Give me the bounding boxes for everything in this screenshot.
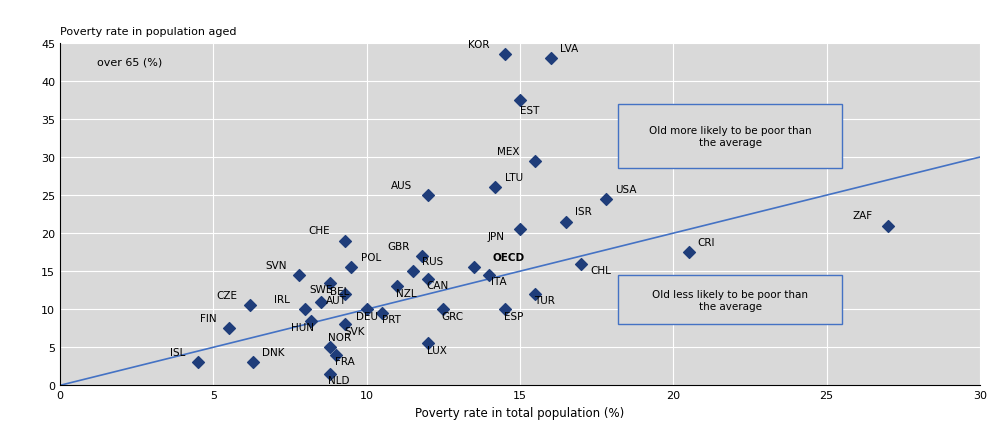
Point bbox=[337, 321, 353, 328]
Text: CHL: CHL bbox=[591, 265, 611, 276]
Point bbox=[420, 276, 436, 283]
Text: AUS: AUS bbox=[391, 180, 413, 191]
Text: Old more likely to be poor than
the average: Old more likely to be poor than the aver… bbox=[649, 126, 811, 148]
Point bbox=[527, 291, 543, 298]
Point bbox=[343, 264, 359, 271]
Text: JPN: JPN bbox=[488, 231, 505, 241]
Point bbox=[527, 158, 543, 165]
Text: over 65 (%): over 65 (%) bbox=[97, 57, 162, 67]
Point bbox=[405, 268, 421, 275]
Text: ISR: ISR bbox=[575, 207, 592, 217]
Point bbox=[389, 283, 405, 290]
Point bbox=[880, 223, 896, 230]
Point bbox=[245, 359, 261, 366]
Text: DNK: DNK bbox=[262, 347, 285, 357]
Point bbox=[359, 306, 375, 313]
Text: AUT: AUT bbox=[326, 296, 346, 306]
Text: KOR: KOR bbox=[468, 40, 489, 50]
Point bbox=[497, 52, 513, 59]
Point bbox=[322, 371, 338, 378]
Text: PRT: PRT bbox=[382, 315, 401, 325]
Text: ISL: ISL bbox=[170, 347, 186, 357]
FancyBboxPatch shape bbox=[618, 276, 842, 325]
Text: IRL: IRL bbox=[274, 294, 290, 304]
Point bbox=[681, 249, 697, 256]
Point bbox=[322, 279, 338, 286]
Point bbox=[573, 261, 589, 268]
Text: Old less likely to be poor than
the average: Old less likely to be poor than the aver… bbox=[652, 289, 808, 311]
Point bbox=[242, 302, 258, 309]
Text: SWE: SWE bbox=[309, 284, 332, 294]
Point bbox=[481, 272, 497, 279]
Text: FRA: FRA bbox=[335, 357, 355, 367]
Text: CRI: CRI bbox=[698, 237, 715, 247]
Text: HUN: HUN bbox=[291, 322, 314, 332]
Text: USA: USA bbox=[615, 184, 637, 194]
Text: NLD: NLD bbox=[328, 375, 350, 385]
Point bbox=[598, 196, 614, 203]
Point bbox=[497, 306, 513, 313]
Text: DEU: DEU bbox=[356, 311, 378, 321]
Text: OECD: OECD bbox=[492, 252, 525, 262]
Point bbox=[512, 97, 528, 104]
Text: RUS: RUS bbox=[422, 256, 443, 266]
Text: POL: POL bbox=[361, 252, 381, 262]
Point bbox=[420, 340, 436, 347]
Point bbox=[543, 56, 559, 63]
Text: EST: EST bbox=[520, 106, 539, 116]
Point bbox=[303, 318, 319, 325]
Text: BEL: BEL bbox=[330, 286, 349, 297]
Point bbox=[512, 226, 528, 233]
X-axis label: Poverty rate in total population (%): Poverty rate in total population (%) bbox=[415, 406, 625, 419]
Text: NZL: NZL bbox=[396, 288, 417, 298]
Text: CHE: CHE bbox=[308, 226, 330, 236]
Text: LVA: LVA bbox=[560, 44, 578, 54]
Point bbox=[337, 291, 353, 298]
Text: Poverty rate in population aged: Poverty rate in population aged bbox=[60, 27, 237, 37]
Point bbox=[420, 192, 436, 199]
Text: ESP: ESP bbox=[504, 311, 524, 321]
Point bbox=[435, 306, 451, 313]
Text: LTU: LTU bbox=[505, 173, 523, 183]
Text: FIN: FIN bbox=[200, 313, 216, 323]
Text: CAN: CAN bbox=[426, 281, 448, 290]
Point bbox=[190, 359, 206, 366]
Text: NOR: NOR bbox=[328, 332, 351, 342]
Point bbox=[322, 344, 338, 351]
Text: MEX: MEX bbox=[498, 146, 520, 156]
Text: SVK: SVK bbox=[344, 326, 365, 336]
Point bbox=[221, 325, 237, 332]
Text: ITA: ITA bbox=[491, 277, 506, 287]
Text: SVN: SVN bbox=[265, 260, 287, 270]
Point bbox=[558, 219, 574, 226]
Text: GRC: GRC bbox=[441, 311, 464, 321]
Point bbox=[337, 238, 353, 245]
Point bbox=[374, 310, 390, 317]
Text: TUR: TUR bbox=[534, 296, 555, 306]
Text: CZE: CZE bbox=[217, 290, 238, 300]
Point bbox=[414, 253, 430, 260]
Point bbox=[466, 264, 482, 271]
Point bbox=[291, 272, 307, 279]
Point bbox=[297, 306, 313, 313]
Point bbox=[487, 184, 503, 191]
Point bbox=[313, 298, 329, 305]
Text: ZAF: ZAF bbox=[853, 211, 873, 221]
FancyBboxPatch shape bbox=[618, 105, 842, 169]
Point bbox=[328, 352, 344, 359]
Text: GBR: GBR bbox=[387, 241, 410, 251]
Text: LUX: LUX bbox=[427, 345, 447, 355]
